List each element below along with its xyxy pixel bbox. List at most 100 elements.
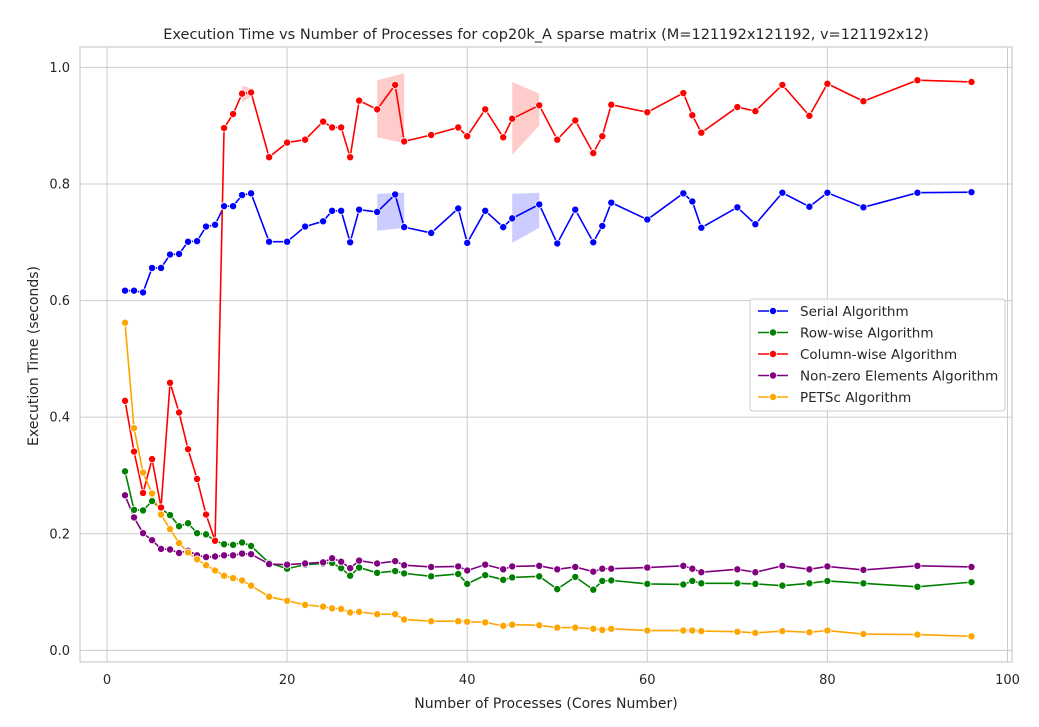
data-point <box>220 540 229 549</box>
data-point <box>157 510 166 519</box>
data-point <box>823 188 832 197</box>
y-tick-label: 0.2 <box>49 527 70 542</box>
data-point <box>229 574 238 583</box>
data-point <box>697 568 706 577</box>
data-point <box>508 573 517 582</box>
data-point <box>607 100 616 109</box>
data-point <box>805 579 814 588</box>
data-point <box>679 626 688 635</box>
data-point <box>229 540 238 549</box>
data-point <box>688 111 697 120</box>
confidence-band <box>512 192 540 243</box>
data-point <box>751 568 760 577</box>
data-point <box>679 580 688 589</box>
confidence-band <box>512 81 540 155</box>
data-point <box>373 610 382 619</box>
data-point <box>283 596 292 605</box>
data-point <box>319 117 328 126</box>
data-point <box>328 604 337 613</box>
data-point <box>571 572 580 581</box>
data-point <box>400 223 409 232</box>
data-point <box>121 491 130 500</box>
data-point <box>175 539 184 548</box>
data-point <box>688 576 697 585</box>
data-point <box>535 561 544 570</box>
data-point <box>679 561 688 570</box>
data-point <box>265 592 274 601</box>
y-tick-labels: 0.0 0.2 0.4 0.6 0.8 1.0 <box>49 61 70 659</box>
data-point <box>823 626 832 635</box>
data-point <box>373 559 382 568</box>
data-point <box>463 238 472 247</box>
data-point <box>301 559 310 568</box>
data-point <box>166 545 175 554</box>
data-point <box>499 621 508 630</box>
data-point <box>535 200 544 209</box>
data-point <box>328 206 337 215</box>
data-point <box>130 424 139 433</box>
data-point <box>679 89 688 98</box>
data-point <box>202 561 211 570</box>
data-point <box>328 554 337 563</box>
data-point <box>301 222 310 231</box>
data-point <box>346 153 355 162</box>
data-point <box>400 137 409 146</box>
data-point <box>589 238 598 247</box>
x-tick-label: 20 <box>279 673 296 688</box>
data-point <box>139 488 148 497</box>
confidence-bands <box>242 73 540 243</box>
data-point <box>337 557 346 566</box>
data-point <box>571 116 580 125</box>
plot-frame <box>79 46 1013 663</box>
data-point <box>607 624 616 633</box>
data-point <box>202 530 211 539</box>
data-point <box>265 237 274 246</box>
data-point <box>607 576 616 585</box>
data-point <box>184 237 193 246</box>
data-point <box>967 188 976 197</box>
data-point <box>157 544 166 553</box>
data-point <box>220 202 229 211</box>
data-point <box>967 578 976 587</box>
data-point <box>175 408 184 417</box>
data-point <box>229 202 238 211</box>
data-point <box>130 447 139 456</box>
data-point <box>697 128 706 137</box>
data-point <box>913 582 922 591</box>
data-point <box>913 630 922 639</box>
data-point <box>130 505 139 514</box>
data-point <box>355 205 364 214</box>
data-point <box>697 223 706 232</box>
y-tick-label: 0.8 <box>49 177 70 192</box>
data-point <box>733 565 742 574</box>
data-point <box>355 563 364 572</box>
data-point <box>688 197 697 206</box>
data-point <box>148 263 157 272</box>
data-point <box>553 239 562 248</box>
data-point <box>481 571 490 580</box>
data-point <box>283 237 292 246</box>
data-point <box>355 607 364 616</box>
data-point <box>805 565 814 574</box>
data-point <box>859 630 868 639</box>
data-point <box>175 249 184 258</box>
data-point <box>481 560 490 569</box>
data-point <box>499 565 508 574</box>
y-tick-label: 1.0 <box>49 61 70 76</box>
data-point <box>193 237 202 246</box>
data-point <box>463 132 472 141</box>
data-point <box>427 572 436 581</box>
data-point <box>202 222 211 231</box>
data-point <box>589 149 598 158</box>
data-point <box>859 97 868 106</box>
y-tick-label: 0.0 <box>49 644 70 659</box>
data-point <box>733 203 742 212</box>
data-point <box>193 474 202 483</box>
legend-label: PETSc Algorithm <box>800 390 911 406</box>
data-point <box>643 108 652 117</box>
data-point <box>823 562 832 571</box>
data-point <box>751 220 760 229</box>
data-point <box>913 561 922 570</box>
data-point <box>778 627 787 636</box>
data-point <box>823 79 832 88</box>
